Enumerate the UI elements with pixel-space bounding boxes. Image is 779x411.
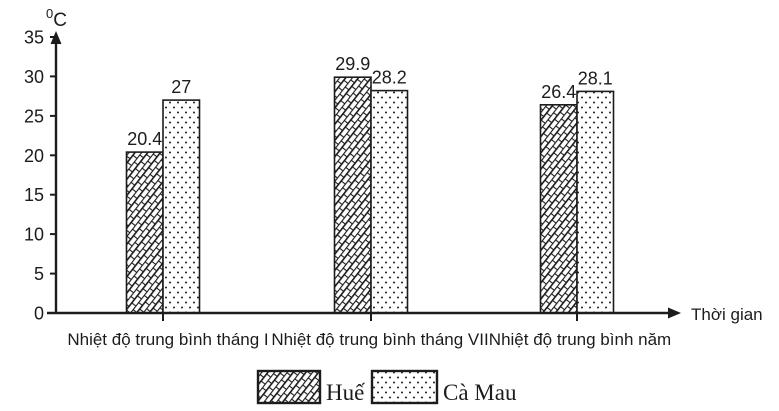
- legend-swatch-hue: [256, 369, 322, 405]
- category-label: Nhiệt độ trung bình năm: [489, 330, 671, 349]
- bar-hue-1: [333, 76, 372, 314]
- bar-value-label: 28.1: [578, 68, 613, 88]
- x-axis-label: Thời gian: [691, 305, 763, 324]
- bar-hue-0: [125, 151, 164, 314]
- x-axis-arrow-icon: [668, 307, 681, 319]
- y-axis-unit: 0C: [46, 6, 67, 31]
- bar-camau-2: [576, 90, 615, 314]
- bar-value-label: 29.9: [335, 54, 370, 74]
- y-tick-label: 35: [24, 28, 44, 48]
- legend-label: Cà Mau: [443, 380, 517, 405]
- bar-camau-0: [162, 99, 201, 314]
- y-tick-label: 30: [24, 67, 44, 87]
- bar-value-label: 28.2: [372, 68, 407, 88]
- y-tick-label: 10: [24, 225, 44, 245]
- bar-hue-2: [539, 104, 578, 314]
- bar-value-label: 20.4: [127, 129, 162, 149]
- y-tick-label: 20: [24, 146, 44, 166]
- y-tick-label: 5: [34, 264, 44, 284]
- y-tick-label: 0: [34, 304, 44, 324]
- bar-value-label: 27: [171, 77, 191, 97]
- category-label: Nhiệt độ trung bình tháng VII: [271, 330, 488, 349]
- category-label: Nhiệt độ trung bình tháng I: [67, 330, 268, 349]
- legend-label: Huế: [326, 380, 365, 405]
- y-tick-label: 25: [24, 106, 44, 126]
- y-tick-label: 15: [24, 185, 44, 205]
- bar-value-label: 26.4: [541, 82, 576, 102]
- legend-swatch-camau: [370, 369, 439, 405]
- bar-camau-1: [370, 89, 409, 314]
